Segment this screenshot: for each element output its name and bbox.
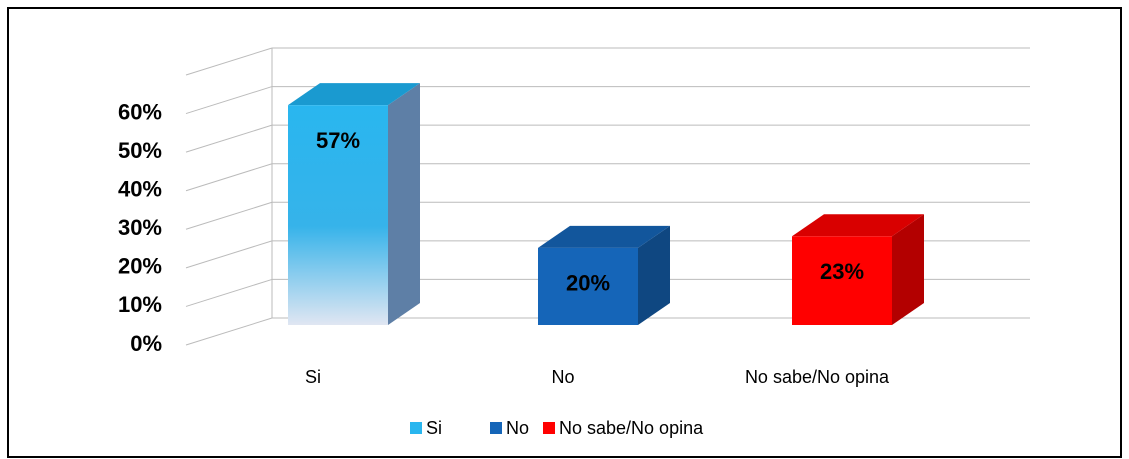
legend-marker <box>543 422 555 434</box>
bar <box>288 105 388 326</box>
grid-line <box>185 240 273 269</box>
grid-line <box>185 86 273 115</box>
bar-side <box>638 225 670 325</box>
grid-line <box>185 163 273 192</box>
legend-marker <box>410 422 422 434</box>
grid-line <box>185 317 273 346</box>
legend-label: No <box>506 418 529 438</box>
bar <box>792 236 892 325</box>
x-tick-label: No <box>551 367 574 387</box>
y-tick-label: 40% <box>118 177 162 202</box>
x-tick-label: No sabe/No opina <box>745 367 890 387</box>
bar-top <box>288 83 420 106</box>
y-tick-label: 30% <box>118 215 162 240</box>
value-label: 23% <box>820 259 864 284</box>
grid-line <box>185 124 273 153</box>
x-tick-label: Si <box>305 367 321 387</box>
value-label: 57% <box>316 128 360 153</box>
bar-top <box>792 214 924 237</box>
y-tick-label: 20% <box>118 254 162 279</box>
y-tick-label: 60% <box>118 99 162 124</box>
legend-label: No sabe/No opina <box>559 418 704 438</box>
bar <box>538 247 638 325</box>
grid-line <box>185 201 273 230</box>
bar-side <box>388 83 420 326</box>
y-tick-label: 0% <box>130 331 162 356</box>
grid-line <box>185 47 273 76</box>
y-tick-label: 10% <box>118 292 162 317</box>
bar-top <box>538 225 670 248</box>
bar-side <box>892 214 924 325</box>
grid-line <box>185 278 273 307</box>
legend-marker <box>490 422 502 434</box>
value-label: 20% <box>566 271 610 296</box>
legend-label: Si <box>426 418 442 438</box>
y-tick-label: 50% <box>118 138 162 163</box>
